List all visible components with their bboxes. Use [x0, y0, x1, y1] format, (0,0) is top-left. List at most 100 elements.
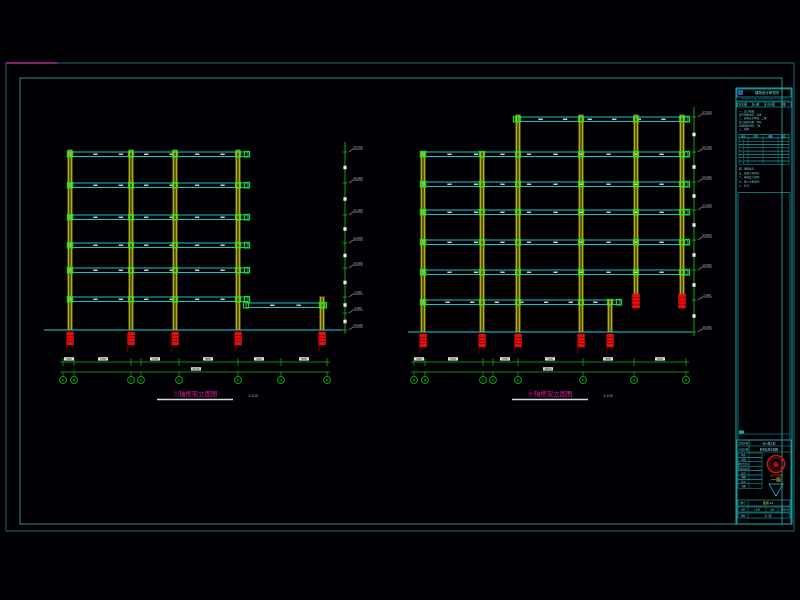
beam-column-joint [234, 150, 242, 158]
subproject-label: 子项名称 [738, 447, 749, 451]
table-cell: 8 [743, 162, 745, 164]
beam-column-joint [577, 268, 585, 276]
drawing-no-row [737, 499, 791, 507]
grid-bubble[interactable] [410, 376, 418, 384]
project-label: 工程名称 [738, 441, 749, 445]
table-row [738, 160, 790, 165]
signature-row [737, 483, 763, 489]
grid-bubble[interactable] [579, 376, 587, 384]
footer-note: 七、施工注意事项： [739, 179, 762, 183]
storey-height-plate [343, 319, 347, 324]
grid-bubble[interactable] [479, 376, 487, 384]
dimension-text-plate [64, 357, 74, 361]
level-flag [348, 148, 363, 153]
floor-beam [422, 239, 689, 245]
grid-bubble[interactable] [277, 376, 285, 384]
field-label: 工程名称 [736, 103, 747, 107]
beam-column-joint [512, 115, 520, 123]
level-elevation-text: ±0.000 [353, 323, 362, 327]
sheet-label: 张数 [741, 514, 746, 518]
dimension-text: 4200 [256, 357, 262, 361]
beam-column-joint [66, 150, 74, 158]
beam-column-joint [514, 150, 522, 158]
grid-bubble[interactable] [127, 376, 135, 384]
grid-bubble[interactable] [489, 376, 497, 384]
beam-column-joint [66, 266, 74, 274]
grid-bubble[interactable] [137, 376, 145, 384]
drawing-title-block[interactable]: 建筑设计研究院 ARCHITECTURAL DESIGN RESEARCH INS… [735, 87, 793, 525]
grid-bubble[interactable] [175, 376, 183, 384]
beam-column-joint [127, 181, 135, 189]
project-fields-row [736, 101, 792, 108]
beam-column-joint [632, 180, 640, 188]
dimension-text: 4800 [205, 357, 211, 361]
beam-column-joint [320, 301, 328, 309]
beam-column-joint [632, 150, 640, 158]
dimension-text: 4500 [301, 357, 307, 361]
field-value: 办公楼 [752, 103, 760, 107]
floor-beam [69, 151, 249, 157]
project-value: 办公楼工程 [763, 441, 776, 445]
grid-bubble[interactable] [630, 376, 638, 384]
dimension-text-plate [655, 357, 665, 361]
grid-bubble-label: A [413, 378, 416, 382]
beam-column-joint [419, 208, 427, 216]
level-flag [697, 236, 712, 241]
dimension-text-plate [448, 357, 458, 361]
grid-bubble-label: D [140, 378, 143, 382]
storey-height-plate [692, 223, 696, 227]
dimension-text-plate [414, 357, 424, 361]
right-frame-elevation[interactable]: 3300 5700 2700 7200 4500 5100 28500 A B C D E F G H 27.… [408, 107, 712, 401]
grid-bubble[interactable] [59, 376, 67, 384]
grid-bubble[interactable] [421, 376, 429, 384]
drawing-no-value: 结施-12 [763, 500, 774, 505]
dimension-text: 5100 [657, 357, 663, 361]
grid-bubble[interactable] [234, 376, 242, 384]
grid-bubble[interactable] [682, 376, 690, 384]
left-frame-elevation[interactable]: 3300 5700 2700 4800 4200 4500 26700 A B C D E F G H 23.… [44, 142, 363, 401]
beam-column-joint [683, 268, 691, 276]
beam-column-joint [243, 150, 251, 158]
dimension-text-plate [603, 357, 613, 361]
subproject-value: 框架结构立面图 [760, 447, 779, 451]
design-note: 现行国家规范、标准 [739, 113, 762, 117]
beam-column-joint [632, 208, 640, 216]
signature-label: 设计 [741, 471, 746, 475]
grid-bubble[interactable] [514, 376, 522, 384]
beam-column-joint [577, 115, 585, 123]
beam-column-joint [171, 181, 179, 189]
beam-column-joint [683, 180, 691, 188]
design-note: 二、结构安全等级：二级 [739, 116, 767, 120]
level-flag [348, 211, 363, 216]
beam-column-joint [66, 241, 74, 249]
beam-column-joint [514, 238, 522, 246]
dimension-text: 2700 [152, 357, 158, 361]
table-column-header: 备注 [781, 134, 786, 138]
level-elevation-text: 23.700 [702, 145, 712, 149]
dimension-text: 5700 [450, 357, 456, 361]
footer-note: 六、基础设计说明： [739, 175, 762, 179]
grid-bubble-label: B [73, 378, 76, 382]
drawing-title: ①轴框架立面图 [173, 389, 218, 398]
scale-label: 比例 [741, 508, 746, 512]
dimension-text: 4500 [605, 357, 611, 361]
beam-column-joint [243, 241, 251, 249]
date-value: 2015.06 [781, 510, 790, 512]
beam-column-joint [577, 298, 585, 306]
storey-height-plate [692, 314, 696, 318]
grid-bubble[interactable] [70, 376, 78, 384]
grid-bubble-label: A [62, 378, 65, 382]
floor-beam [69, 182, 249, 188]
storey-height-plate [343, 165, 347, 170]
beam-column-joint [632, 238, 640, 246]
field-label: 子项名称 [764, 103, 775, 107]
storey-height-plate [692, 253, 696, 257]
grid-bubble-label: C [130, 378, 133, 382]
scale-date-row [737, 506, 791, 513]
beam-column-joint [171, 241, 179, 249]
beam-column-joint [66, 181, 74, 189]
level-flag [348, 326, 363, 331]
grid-bubble[interactable] [323, 376, 331, 384]
